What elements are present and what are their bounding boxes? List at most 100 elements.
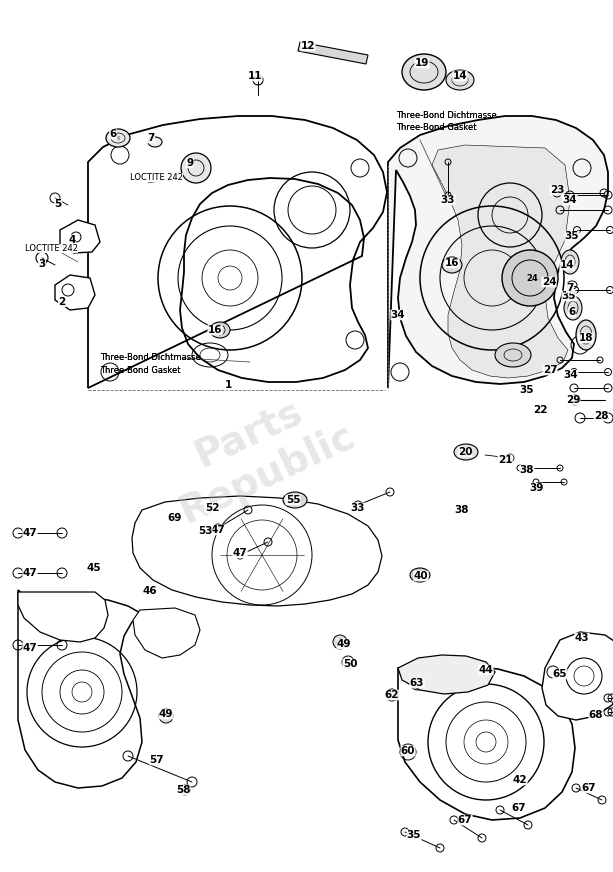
Circle shape bbox=[333, 635, 347, 649]
Text: 4: 4 bbox=[68, 235, 75, 245]
Text: Three-Bond Gasket: Three-Bond Gasket bbox=[396, 124, 476, 133]
Text: 7: 7 bbox=[566, 283, 574, 293]
Text: 50: 50 bbox=[343, 659, 357, 669]
Text: 42: 42 bbox=[512, 775, 527, 785]
Polygon shape bbox=[18, 592, 108, 642]
Polygon shape bbox=[398, 655, 495, 694]
Text: 34: 34 bbox=[563, 195, 577, 205]
Text: 49: 49 bbox=[159, 709, 173, 719]
Text: 58: 58 bbox=[176, 785, 190, 795]
Text: 43: 43 bbox=[575, 633, 589, 643]
Text: 65: 65 bbox=[553, 669, 567, 679]
Text: 33: 33 bbox=[351, 503, 365, 513]
Text: 24: 24 bbox=[526, 274, 538, 283]
Polygon shape bbox=[388, 116, 608, 388]
Ellipse shape bbox=[564, 296, 582, 320]
Polygon shape bbox=[542, 632, 613, 720]
Text: 69: 69 bbox=[168, 513, 182, 523]
Text: 38: 38 bbox=[455, 505, 469, 515]
Ellipse shape bbox=[402, 54, 446, 90]
Text: 14: 14 bbox=[452, 71, 467, 81]
Text: 35: 35 bbox=[520, 385, 535, 395]
Text: 12: 12 bbox=[301, 41, 315, 51]
Ellipse shape bbox=[411, 680, 425, 690]
Text: Three-Bond Dichtmasse: Three-Bond Dichtmasse bbox=[396, 111, 497, 119]
Polygon shape bbox=[60, 220, 100, 253]
Polygon shape bbox=[432, 145, 570, 378]
Text: 6: 6 bbox=[568, 307, 576, 317]
Text: 45: 45 bbox=[86, 563, 101, 573]
Ellipse shape bbox=[207, 498, 223, 522]
Text: Three-Bond Gasket: Three-Bond Gasket bbox=[100, 365, 180, 374]
Text: 39: 39 bbox=[529, 483, 543, 493]
Ellipse shape bbox=[410, 568, 430, 582]
Polygon shape bbox=[88, 116, 387, 388]
Ellipse shape bbox=[210, 322, 230, 338]
Text: 35: 35 bbox=[565, 231, 579, 241]
Text: 35: 35 bbox=[562, 291, 576, 301]
Ellipse shape bbox=[454, 444, 478, 460]
Polygon shape bbox=[55, 275, 95, 310]
Text: 67: 67 bbox=[582, 783, 596, 793]
Text: 29: 29 bbox=[566, 395, 580, 405]
Text: 47: 47 bbox=[232, 548, 248, 558]
Circle shape bbox=[159, 709, 173, 723]
Text: 35: 35 bbox=[407, 830, 421, 840]
Text: 47: 47 bbox=[23, 568, 37, 578]
Text: 57: 57 bbox=[150, 755, 164, 765]
Circle shape bbox=[386, 689, 398, 701]
Text: 44: 44 bbox=[479, 665, 493, 675]
Text: Three-Bond Gasket: Three-Bond Gasket bbox=[100, 365, 180, 374]
Text: 27: 27 bbox=[543, 365, 557, 375]
Polygon shape bbox=[398, 666, 575, 820]
Ellipse shape bbox=[576, 320, 596, 350]
Ellipse shape bbox=[165, 517, 185, 533]
Ellipse shape bbox=[561, 250, 579, 274]
Text: 5: 5 bbox=[55, 199, 62, 209]
Text: 14: 14 bbox=[560, 260, 574, 270]
Text: 6: 6 bbox=[109, 129, 116, 139]
Text: LOCTITE 242: LOCTITE 242 bbox=[130, 174, 183, 182]
Ellipse shape bbox=[148, 137, 162, 147]
Text: 60: 60 bbox=[401, 746, 415, 756]
Text: 49: 49 bbox=[337, 639, 351, 649]
Text: 47: 47 bbox=[23, 528, 37, 538]
Text: 23: 23 bbox=[550, 185, 564, 195]
Text: 11: 11 bbox=[248, 71, 262, 81]
Text: 47: 47 bbox=[23, 643, 37, 653]
Text: 28: 28 bbox=[594, 411, 608, 421]
Text: 16: 16 bbox=[445, 258, 459, 268]
Polygon shape bbox=[133, 608, 200, 658]
Text: 33: 33 bbox=[441, 195, 455, 205]
Ellipse shape bbox=[106, 129, 130, 147]
Ellipse shape bbox=[495, 343, 531, 367]
Text: 53: 53 bbox=[198, 526, 212, 536]
Ellipse shape bbox=[442, 257, 462, 273]
Text: 16: 16 bbox=[208, 325, 223, 335]
Text: 68: 68 bbox=[588, 710, 603, 720]
Text: Three-Bond Gasket: Three-Bond Gasket bbox=[396, 124, 476, 133]
Text: 63: 63 bbox=[409, 678, 424, 688]
Text: 38: 38 bbox=[520, 465, 535, 475]
Text: 1: 1 bbox=[224, 380, 232, 390]
Text: 47: 47 bbox=[211, 525, 226, 535]
Text: 3: 3 bbox=[39, 259, 45, 269]
Text: 67: 67 bbox=[512, 803, 527, 813]
Text: LOCTITE 242: LOCTITE 242 bbox=[25, 243, 78, 253]
Text: 34: 34 bbox=[390, 310, 405, 320]
Polygon shape bbox=[298, 42, 368, 64]
Text: 62: 62 bbox=[385, 690, 399, 700]
Text: 24: 24 bbox=[542, 277, 557, 287]
Text: 67: 67 bbox=[458, 815, 472, 825]
Polygon shape bbox=[132, 496, 382, 606]
Polygon shape bbox=[204, 520, 228, 540]
Text: Three-Bond Dichtmasse: Three-Bond Dichtmasse bbox=[100, 352, 200, 362]
Text: LOCTITE 242: LOCTITE 242 bbox=[130, 174, 183, 182]
Polygon shape bbox=[18, 590, 142, 788]
Text: 21: 21 bbox=[498, 455, 512, 465]
Text: Three-Bond Dichtmasse: Three-Bond Dichtmasse bbox=[396, 111, 497, 119]
Text: 7: 7 bbox=[147, 133, 154, 143]
Text: 19: 19 bbox=[415, 58, 429, 68]
Text: 18: 18 bbox=[579, 333, 593, 343]
Ellipse shape bbox=[283, 492, 307, 508]
